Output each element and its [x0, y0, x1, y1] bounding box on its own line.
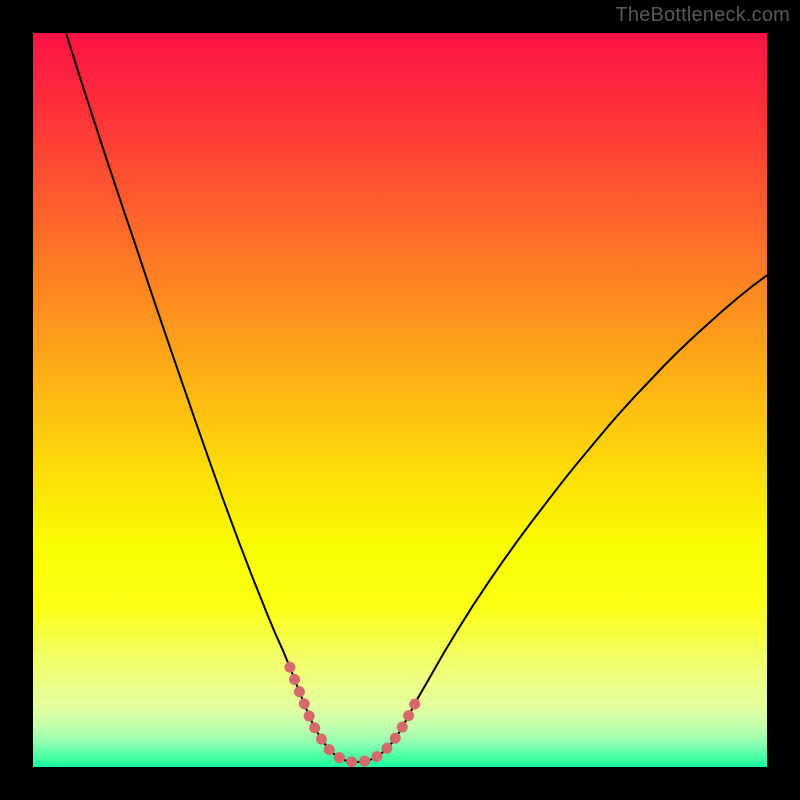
gradient-background — [33, 33, 767, 767]
chart-stage: TheBottleneck.com — [0, 0, 800, 800]
watermark-text: TheBottleneck.com — [615, 4, 790, 27]
bottleneck-chart-svg — [0, 0, 800, 800]
